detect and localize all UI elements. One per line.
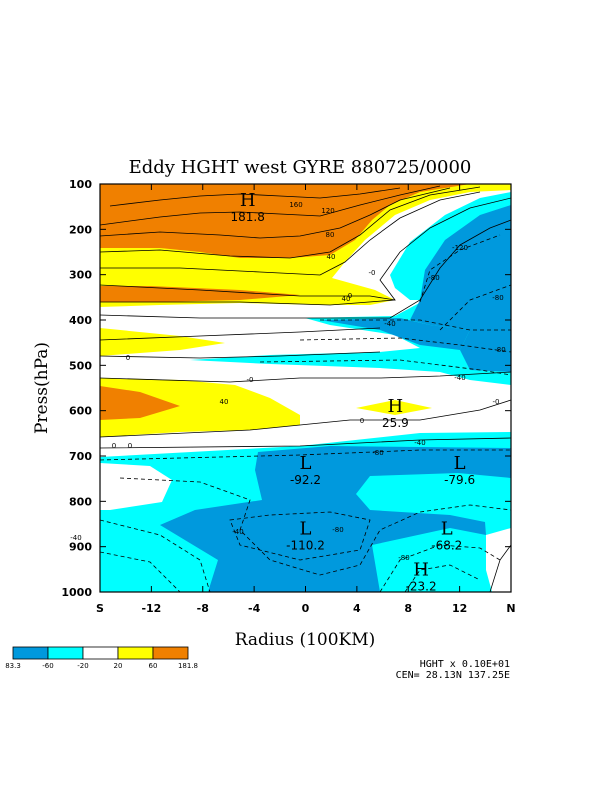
contour-label: -80 [372, 449, 383, 457]
legend-label: -60 [42, 662, 53, 670]
x-tick-label: N [506, 602, 515, 615]
extremum-value: -79.6 [444, 473, 475, 487]
footer-center: CEN= 28.13N 137.25E [396, 670, 510, 681]
extremum-value: 181.8 [231, 210, 265, 224]
fill-orange-stripe [100, 286, 300, 302]
extremum-value: 25.9 [382, 416, 409, 430]
y-tick-label: 600 [69, 405, 92, 418]
legend-label: -20 [77, 662, 88, 670]
footer-scale: HGHT x 0.10E+01 [420, 659, 510, 670]
contour-label: 0 [348, 292, 352, 300]
contour-label: -80 [428, 274, 439, 282]
legend-swatch [152, 646, 189, 660]
contour-label: -80 [492, 294, 503, 302]
contour-label: 120 [321, 207, 334, 215]
contour-label: -40 [232, 528, 243, 536]
contour-label: -40 [384, 320, 395, 328]
fill-lower-dark-blue [160, 446, 511, 592]
extremum-letter: H [388, 396, 404, 417]
fill-white-right-patch [486, 528, 511, 592]
y-tick-label: 400 [69, 314, 92, 327]
legend-swatch [117, 646, 154, 660]
extremum-high: H-23.2 [406, 559, 437, 593]
contour-label: -40 [454, 374, 465, 382]
extremum-low: L-68.2 [431, 519, 462, 553]
contour-label: 0 [128, 442, 132, 450]
contour-label: 40 [220, 398, 229, 406]
contour-label: 80 [326, 231, 335, 239]
extremum-low: L-92.2 [290, 453, 321, 487]
extremum-low: L-79.6 [444, 453, 475, 487]
fill-dark-blue-band [320, 318, 470, 350]
y-tick-label: 800 [69, 495, 92, 508]
y-tick-label: 300 [69, 269, 92, 282]
y-tick-label: 100 [69, 178, 92, 191]
x-tick-label: -12 [141, 602, 161, 615]
contour-label: 160 [289, 201, 302, 209]
x-tick-label: S [96, 602, 104, 615]
x-tick-label: 4 [353, 602, 361, 615]
extremum-letter: H [413, 559, 429, 580]
contour-label: -80 [398, 554, 409, 562]
x-axis-label: Radius (100KM) [235, 630, 376, 650]
legend-swatch [47, 646, 84, 660]
legend-swatch [82, 646, 119, 660]
contour-label: -0 [493, 398, 500, 406]
x-tick-label: 8 [404, 602, 412, 615]
contour-lines [100, 185, 511, 592]
extremum-high: H25.9 [382, 396, 409, 430]
y-tick-label: 900 [69, 541, 92, 554]
extremum-letter: L [454, 453, 466, 474]
extremum-low: L-110.2 [286, 519, 325, 553]
contour-label: -40 [414, 439, 425, 447]
contour-label: 0 [112, 442, 116, 450]
extremum-value: -68.2 [431, 539, 462, 553]
fill-middle-orange [100, 386, 180, 420]
legend-label: 83.3 [5, 662, 21, 670]
extremum-letter: H [240, 190, 256, 211]
contour-fills [100, 184, 511, 592]
y-tick-label: 700 [69, 450, 92, 463]
legend-label: 181.8 [178, 662, 198, 670]
legend-label: 60 [149, 662, 158, 670]
fill-yellow-stripe-mid [100, 328, 225, 356]
chart-title: Eddy HGHT west GYRE 880725/0000 [129, 157, 472, 178]
fill-upper-right-dark-blue [410, 205, 511, 372]
legend-label: 20 [114, 662, 123, 670]
fill-middle-yellow [100, 378, 300, 437]
y-tick-label: 1000 [61, 586, 92, 599]
y-tick-label: 500 [69, 359, 92, 372]
contour-label: -0 [247, 376, 254, 384]
extremum-letter: L [300, 453, 312, 474]
contour-label: 0 [360, 417, 364, 425]
extremum-value: -92.2 [290, 473, 321, 487]
fill-upper-orange [100, 184, 470, 258]
y-tick-label: 200 [69, 223, 92, 236]
contour-label: -80 [494, 346, 505, 354]
x-tick-label: -8 [197, 602, 209, 615]
legend-swatch [12, 646, 49, 660]
extremum-value: -23.2 [406, 579, 437, 593]
extremum-letter: L [300, 519, 312, 540]
x-tick-label: 0 [302, 602, 310, 615]
y-axis-label: Press(hPa) [32, 342, 52, 434]
contour-label: -120 [452, 244, 468, 252]
fill-white-left-patch [100, 463, 172, 510]
contour-label: 40 [327, 253, 336, 261]
fill-small-yellow [356, 400, 432, 415]
x-tick-label: 12 [452, 602, 467, 615]
contour-label: -0 [369, 269, 376, 277]
contour-label: -80 [332, 526, 343, 534]
x-tick-label: -4 [248, 602, 261, 615]
contour-label: 40 [342, 295, 351, 303]
contour-label: 0 [126, 354, 130, 362]
extremum-value: -110.2 [286, 539, 325, 553]
contour-label: -40 [70, 534, 81, 542]
extremum-letter: L [441, 519, 453, 540]
